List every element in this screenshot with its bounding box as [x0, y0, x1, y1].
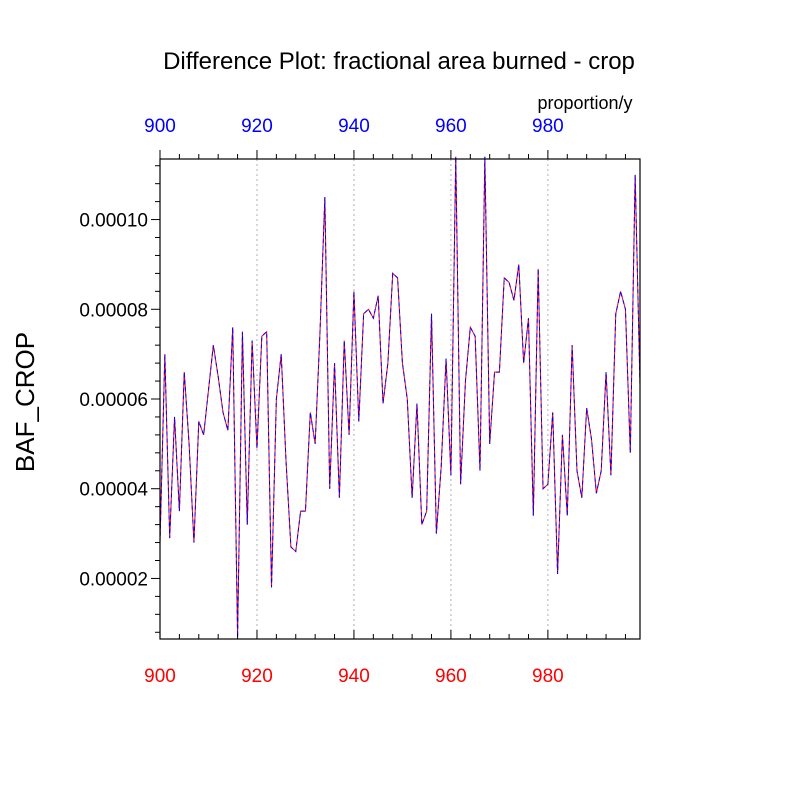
y-tick-label: 0.00010: [79, 211, 148, 232]
top-x-tick-label: 920: [241, 116, 273, 137]
top-x-tick-label: 900: [144, 116, 176, 137]
y-tick-label: 0.00002: [79, 569, 148, 590]
y-tick-label: 0.00008: [79, 300, 148, 321]
x-tick-label: 980: [532, 666, 564, 687]
series-line-1: [159, 156, 641, 637]
chart-title: Difference Plot: fractional area burned …: [163, 48, 635, 75]
y-tick-label: 0.00006: [79, 390, 148, 411]
x-tick-label: 960: [435, 666, 467, 687]
units-label: proportion/y: [537, 93, 632, 113]
top-x-tick-label: 940: [338, 116, 370, 137]
x-tick-label: 940: [338, 666, 370, 687]
x-tick-label: 900: [144, 666, 176, 687]
y-axis-label: BAF_CROP: [10, 332, 40, 472]
top-x-tick-label: 980: [532, 116, 564, 137]
series-layer: [159, 156, 641, 637]
top-x-tick-label: 960: [435, 116, 467, 137]
axes: 900 900 920 920 940 940 960 960 980 980 0.00002 0.0…: [79, 116, 641, 687]
grid: [256, 159, 549, 639]
x-tick-label: 920: [241, 666, 273, 687]
y-tick-label: 0.00004: [79, 480, 148, 501]
